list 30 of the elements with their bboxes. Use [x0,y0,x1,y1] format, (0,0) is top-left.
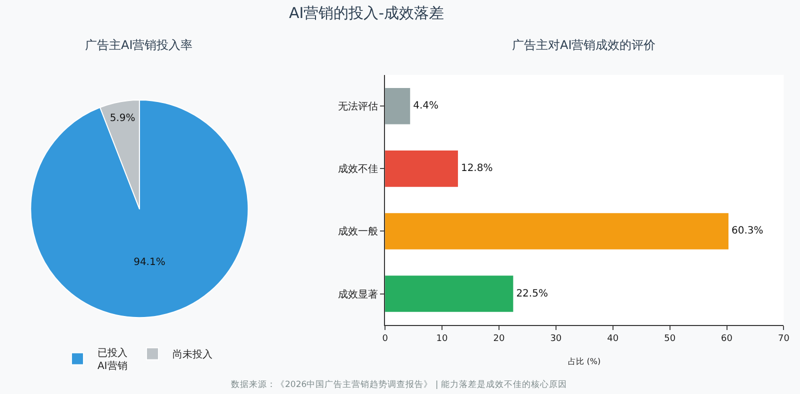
chart-title: 广告主AI营销投入率 [85,38,193,52]
x-tick-label: 10 [436,334,448,344]
y-tick-label: 成效显著 [338,288,378,300]
chart-title: 广告主对AI营销成效的评价 [512,38,656,52]
x-tick-label: 70 [778,334,790,344]
x-tick-label: 60 [721,334,733,344]
data-label: 5.9% [110,113,136,124]
data-label: 22.5% [516,288,548,300]
bar [385,213,728,250]
y-tick-label: 成效不佳 [338,163,378,176]
x-axis-title: 占比 (%) [568,356,601,366]
bar [385,88,410,124]
x-tick-label: 20 [493,334,505,344]
data-label: 60.3% [731,226,764,237]
bar [385,150,458,187]
y-tick-label: 无法评估 [338,100,378,113]
pie-slice [30,100,249,318]
source-note: 数据来源：《2026中国广告主营销趋势调查报告》 | 能力落差是成效不佳的核心原因 [231,379,567,390]
y-tick-label: 成效一般 [338,226,378,238]
bar [385,276,514,312]
legend-label: 已投入 AI营销 [97,347,128,372]
text: AI营销的投入-成效落差 [289,4,444,22]
legend-label: 尚未投入 [172,348,212,361]
data-label: 4.4% [413,100,439,112]
data-label: 12.8% [460,163,493,174]
x-tick-label: 0 [382,334,388,344]
x-tick-label: 50 [664,334,676,344]
x-tick-label: 40 [607,334,619,344]
data-label: 94.1% [134,256,166,268]
x-tick-label: 30 [550,334,562,344]
